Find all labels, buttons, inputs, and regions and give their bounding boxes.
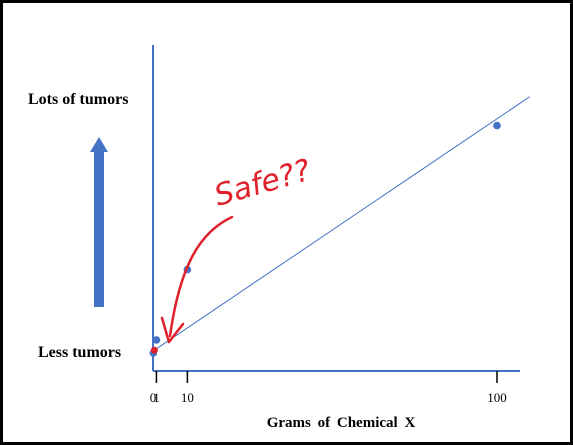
annotation-safe: Safe??: [211, 153, 315, 214]
x-tick-label-1: 1: [153, 390, 160, 405]
curved-arrow-icon: [160, 215, 234, 344]
y-label-top: Lots of tumors: [28, 91, 128, 108]
highlight-point: [150, 346, 158, 354]
x-tick-label-100: 100: [487, 390, 507, 405]
data-point-1: [152, 336, 161, 344]
y-label-bottom: Less tumors: [38, 344, 121, 361]
data-points: [149, 121, 501, 357]
x-tick-label-10: 10: [181, 390, 194, 405]
x-tick-label-0: 0: [150, 390, 157, 405]
up-arrow-icon: [90, 137, 108, 307]
x-tick-marks: [155, 371, 498, 383]
x-axis-title: Grams of Chemical X: [267, 415, 416, 431]
data-point-3: [493, 121, 501, 130]
trend-line: [154, 96, 530, 351]
x-tick-labels: 01 10 100: [150, 390, 507, 405]
